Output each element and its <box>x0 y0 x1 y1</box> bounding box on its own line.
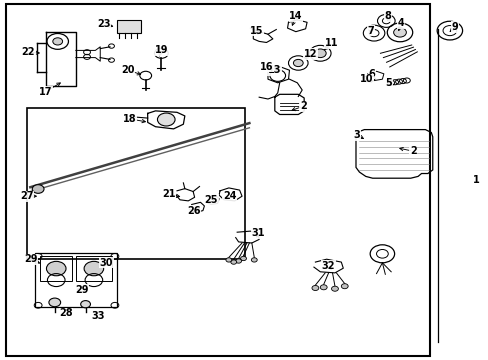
Text: 29: 29 <box>75 285 89 295</box>
Text: 1: 1 <box>472 175 479 185</box>
Circle shape <box>49 298 61 307</box>
Text: 9: 9 <box>450 22 457 32</box>
Circle shape <box>32 185 44 193</box>
Text: 16: 16 <box>259 62 273 72</box>
Circle shape <box>293 59 303 67</box>
Circle shape <box>53 38 62 45</box>
Text: 10: 10 <box>359 74 373 84</box>
Text: 11: 11 <box>324 38 338 48</box>
Circle shape <box>320 285 326 290</box>
Circle shape <box>225 258 231 262</box>
Circle shape <box>81 301 90 308</box>
Text: 2: 2 <box>299 101 306 111</box>
Text: 18: 18 <box>122 114 136 124</box>
Text: 17: 17 <box>39 87 52 97</box>
Circle shape <box>230 260 236 264</box>
Text: 7: 7 <box>366 26 373 36</box>
Text: 24: 24 <box>223 191 236 201</box>
Text: 15: 15 <box>249 26 263 36</box>
Text: 30: 30 <box>100 258 113 268</box>
Text: 5: 5 <box>385 78 391 88</box>
Bar <box>27 108 244 259</box>
Text: 21: 21 <box>162 189 175 199</box>
Bar <box>117 20 141 33</box>
Bar <box>6 4 429 356</box>
Text: 27: 27 <box>20 191 34 201</box>
Bar <box>40 256 72 281</box>
Circle shape <box>235 259 241 263</box>
Text: 6: 6 <box>367 69 374 79</box>
Text: 12: 12 <box>303 49 317 59</box>
Text: 8: 8 <box>384 11 390 21</box>
Circle shape <box>240 256 246 261</box>
Circle shape <box>393 28 406 37</box>
Text: 25: 25 <box>204 195 218 205</box>
Text: 2: 2 <box>409 146 416 156</box>
Circle shape <box>341 284 347 289</box>
Circle shape <box>157 113 175 126</box>
Text: 14: 14 <box>288 11 302 21</box>
Text: 31: 31 <box>251 228 264 238</box>
Text: 22: 22 <box>21 47 35 57</box>
Text: 3: 3 <box>353 130 360 140</box>
Bar <box>76 256 112 281</box>
Circle shape <box>331 286 338 291</box>
Circle shape <box>84 261 103 276</box>
Text: 33: 33 <box>91 311 104 321</box>
Circle shape <box>46 261 66 276</box>
Text: 26: 26 <box>187 206 201 216</box>
Circle shape <box>251 258 257 262</box>
Circle shape <box>311 285 318 291</box>
Text: 13: 13 <box>267 65 281 75</box>
Text: 19: 19 <box>154 45 168 55</box>
Text: 29: 29 <box>24 254 38 264</box>
Text: 4: 4 <box>397 18 404 28</box>
Text: 20: 20 <box>121 65 135 75</box>
Text: 32: 32 <box>321 261 335 271</box>
Bar <box>35 253 117 307</box>
Text: 28: 28 <box>59 308 73 318</box>
Text: 23: 23 <box>97 19 110 30</box>
Circle shape <box>314 49 325 58</box>
